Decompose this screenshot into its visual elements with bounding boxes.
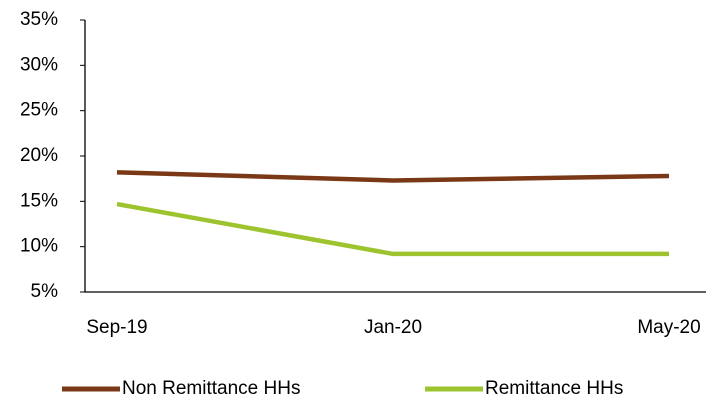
legend-label: Remittance HHs: [485, 378, 623, 399]
y-tick-label: 30%: [20, 54, 58, 75]
y-tick-label: 10%: [20, 236, 58, 257]
y-tick-label: 5%: [31, 281, 59, 302]
series-line: [116, 170, 670, 183]
y-tick-label: 15%: [20, 190, 58, 211]
y-tick-label: 25%: [20, 100, 58, 121]
series-line: [116, 201, 669, 257]
y-tick-label: 35%: [20, 9, 58, 30]
legend-label: Non Remittance HHs: [122, 378, 300, 399]
y-tick-label: 20%: [20, 145, 58, 166]
x-tick-label: Jan-20: [364, 317, 422, 338]
x-tick-label: May-20: [637, 317, 700, 338]
x-tick-label: Sep-19: [86, 317, 147, 338]
